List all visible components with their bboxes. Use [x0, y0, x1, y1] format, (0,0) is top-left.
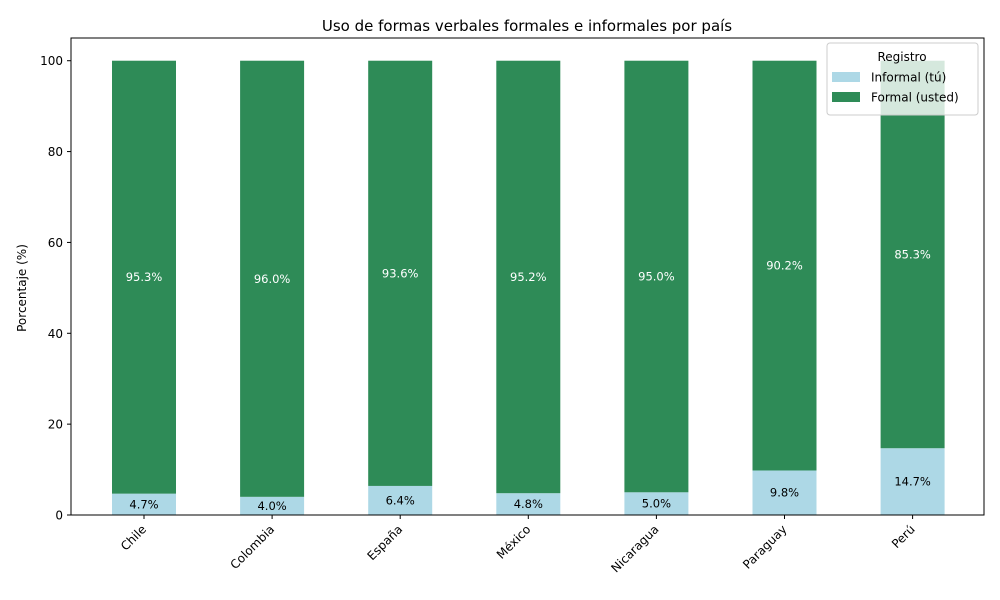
y-tick-label-3: 60 — [48, 236, 63, 250]
x-tick-label-2: España — [364, 522, 405, 563]
bar-formal-5 — [752, 60, 817, 471]
bar-labels-group: 4.7% 95.3% 4.0% 96.0% 6.4% 93.6% 4.8% 95.2% 5.0%… — [126, 247, 931, 512]
bar-informal-0 — [112, 493, 176, 515]
chart-title: Uso de formas verbales formales e inform… — [322, 17, 732, 35]
bars-group — [112, 60, 945, 515]
x-tick-label-1: Colombia — [227, 522, 277, 572]
data-label-formal-3: 95.2% — [510, 270, 547, 284]
bar-formal-1 — [240, 60, 305, 497]
bar-informal-4 — [624, 492, 689, 515]
x-tick-label-6: Perú — [889, 522, 918, 551]
data-label-informal-1: 4.0% — [257, 499, 286, 513]
legend-swatch-0 — [832, 72, 860, 82]
data-label-informal-0: 4.7% — [129, 497, 158, 511]
data-label-formal-6: 85.3% — [894, 247, 931, 261]
data-label-formal-1: 96.0% — [254, 272, 291, 286]
x-tick-label-5: Paraguay — [740, 522, 790, 572]
y-tick-label-4: 80 — [48, 145, 63, 159]
y-tick-label-2: 40 — [48, 327, 63, 341]
bar-informal-1 — [240, 496, 305, 515]
data-label-formal-0: 95.3% — [126, 270, 163, 284]
data-label-formal-5: 90.2% — [766, 259, 803, 273]
data-label-formal-2: 93.6% — [382, 266, 419, 280]
data-label-informal-2: 6.4% — [386, 493, 415, 507]
x-tick-label-0: Chile — [118, 522, 149, 553]
y-axis-label: Porcentaje (%) — [15, 244, 29, 332]
data-label-informal-3: 4.8% — [514, 497, 543, 511]
legend-swatch-1 — [832, 92, 860, 102]
legend-label-1: Formal (usted) — [871, 91, 959, 105]
legend: Registro Informal (tú) Formal (usted) — [826, 42, 979, 116]
y-axis: 0 20 40 60 80 100 — [40, 54, 71, 523]
bar-formal-0 — [112, 60, 176, 494]
bar-formal-3 — [496, 60, 561, 494]
bar-formal-2 — [368, 60, 433, 486]
data-label-informal-6: 14.7% — [894, 475, 931, 489]
x-tick-label-4: Nicaragua — [608, 522, 661, 575]
data-label-formal-4: 95.0% — [638, 270, 675, 284]
legend-box — [826, 42, 979, 116]
y-tick-label-1: 20 — [48, 418, 63, 432]
bar-informal-5 — [752, 470, 817, 515]
legend-label-0: Informal (tú) — [871, 71, 946, 85]
y-tick-label-5: 100 — [40, 54, 63, 68]
legend-title: Registro — [877, 50, 926, 64]
y-tick-label-0: 0 — [55, 509, 63, 523]
bar-informal-3 — [496, 493, 561, 515]
bar-informal-6 — [880, 448, 945, 515]
x-tick-label-3: México — [494, 522, 534, 562]
data-label-informal-5: 9.8% — [770, 486, 799, 500]
x-axis: Chile Colombia España México Nicaragua Paragu… — [118, 515, 918, 575]
bar-formal-6 — [880, 60, 945, 449]
plot-frame — [70, 37, 985, 516]
bar-informal-2 — [368, 485, 433, 515]
legend-items: Informal (tú) Formal (usted) — [832, 71, 959, 105]
data-label-informal-4: 5.0% — [642, 497, 671, 511]
bar-formal-4 — [624, 60, 689, 493]
